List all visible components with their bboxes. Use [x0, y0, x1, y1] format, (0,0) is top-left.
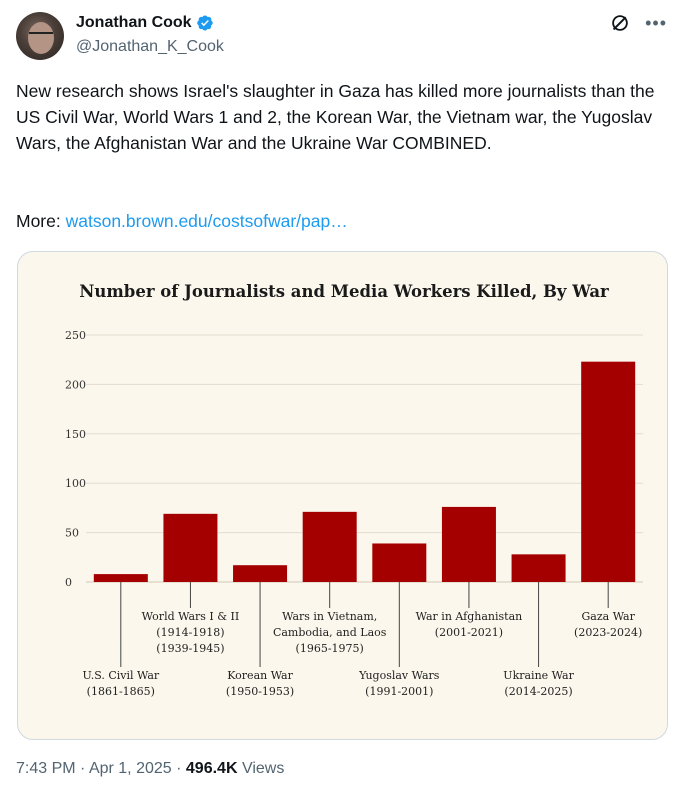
category-label: (1939-1945): [156, 642, 224, 655]
author-handle[interactable]: @Jonathan_K_Cook: [76, 38, 224, 55]
bar: [372, 543, 427, 582]
grok-icon[interactable]: [609, 12, 631, 34]
category-label: (1861-1865): [87, 685, 155, 698]
bar-chart: Number of Journalists and Media Workers …: [65, 282, 643, 698]
tweet-media-chart[interactable]: Number of Journalists and Media Workers …: [17, 251, 668, 740]
avatar-glasses: [29, 32, 53, 38]
bar: [233, 565, 288, 582]
category-label: (2023-2024): [574, 626, 642, 639]
category-label: (1950-1953): [226, 685, 294, 698]
more-row: More: watson.brown.edu/costsofwar/pap…: [16, 208, 348, 234]
meta-separator: ·: [80, 760, 86, 777]
views-count: 496.4K: [185, 760, 238, 777]
category-label: Gaza War: [582, 610, 636, 623]
bar: [581, 361, 636, 582]
category-label: (2001-2021): [435, 626, 503, 639]
category-label: (1965-1975): [296, 642, 364, 655]
category-label: Ukraine War: [503, 669, 574, 682]
tweet-text: New research shows Israel's slaughter in…: [16, 81, 655, 153]
bar: [163, 513, 218, 582]
category-label: U.S. Civil War: [82, 669, 159, 682]
verified-badge-icon: [196, 15, 213, 31]
y-tick-label: 150: [65, 428, 86, 441]
bar: [302, 511, 357, 582]
bar: [93, 574, 148, 582]
category-label: (2014-2025): [504, 685, 572, 698]
views-label: Views: [241, 760, 285, 777]
avatar-face: [28, 22, 54, 54]
category-label: (1991-2001): [365, 685, 433, 698]
more-icon[interactable]: •••: [645, 13, 667, 33]
tweet-meta: 7:43 PM · Apr 1, 2025 · 496.4K Views: [16, 760, 284, 778]
category-label: Korean War: [227, 669, 293, 682]
meta-separator: ·: [176, 760, 182, 777]
category-label: Wars in Vietnam,: [282, 610, 377, 623]
category-label: (1914-1918): [156, 626, 224, 639]
chart-title: Number of Journalists and Media Workers …: [79, 282, 609, 301]
bar: [441, 506, 496, 582]
author-display-name[interactable]: Jonathan Cook: [76, 14, 192, 31]
tweet-date[interactable]: Apr 1, 2025: [88, 760, 172, 777]
more-label: More:: [16, 211, 61, 231]
y-tick-label: 200: [65, 378, 86, 391]
tweet-link[interactable]: watson.brown.edu/costsofwar/pap…: [65, 211, 348, 231]
y-tick-label: 50: [65, 527, 79, 540]
bar: [511, 554, 566, 582]
author-avatar[interactable]: [16, 12, 64, 60]
category-label: War in Afghanistan: [416, 610, 523, 623]
category-label: Cambodia, and Laos: [273, 626, 387, 639]
tweet-top-actions: •••: [609, 12, 667, 34]
category-label: Yugoslav Wars: [358, 669, 440, 682]
y-tick-label: 100: [65, 477, 86, 490]
y-tick-label: 0: [65, 576, 72, 589]
category-label: World Wars I & II: [142, 610, 240, 623]
tweet-time[interactable]: 7:43 PM: [16, 760, 76, 777]
author-name-row: Jonathan Cook: [76, 14, 214, 32]
y-tick-label: 250: [65, 329, 86, 342]
